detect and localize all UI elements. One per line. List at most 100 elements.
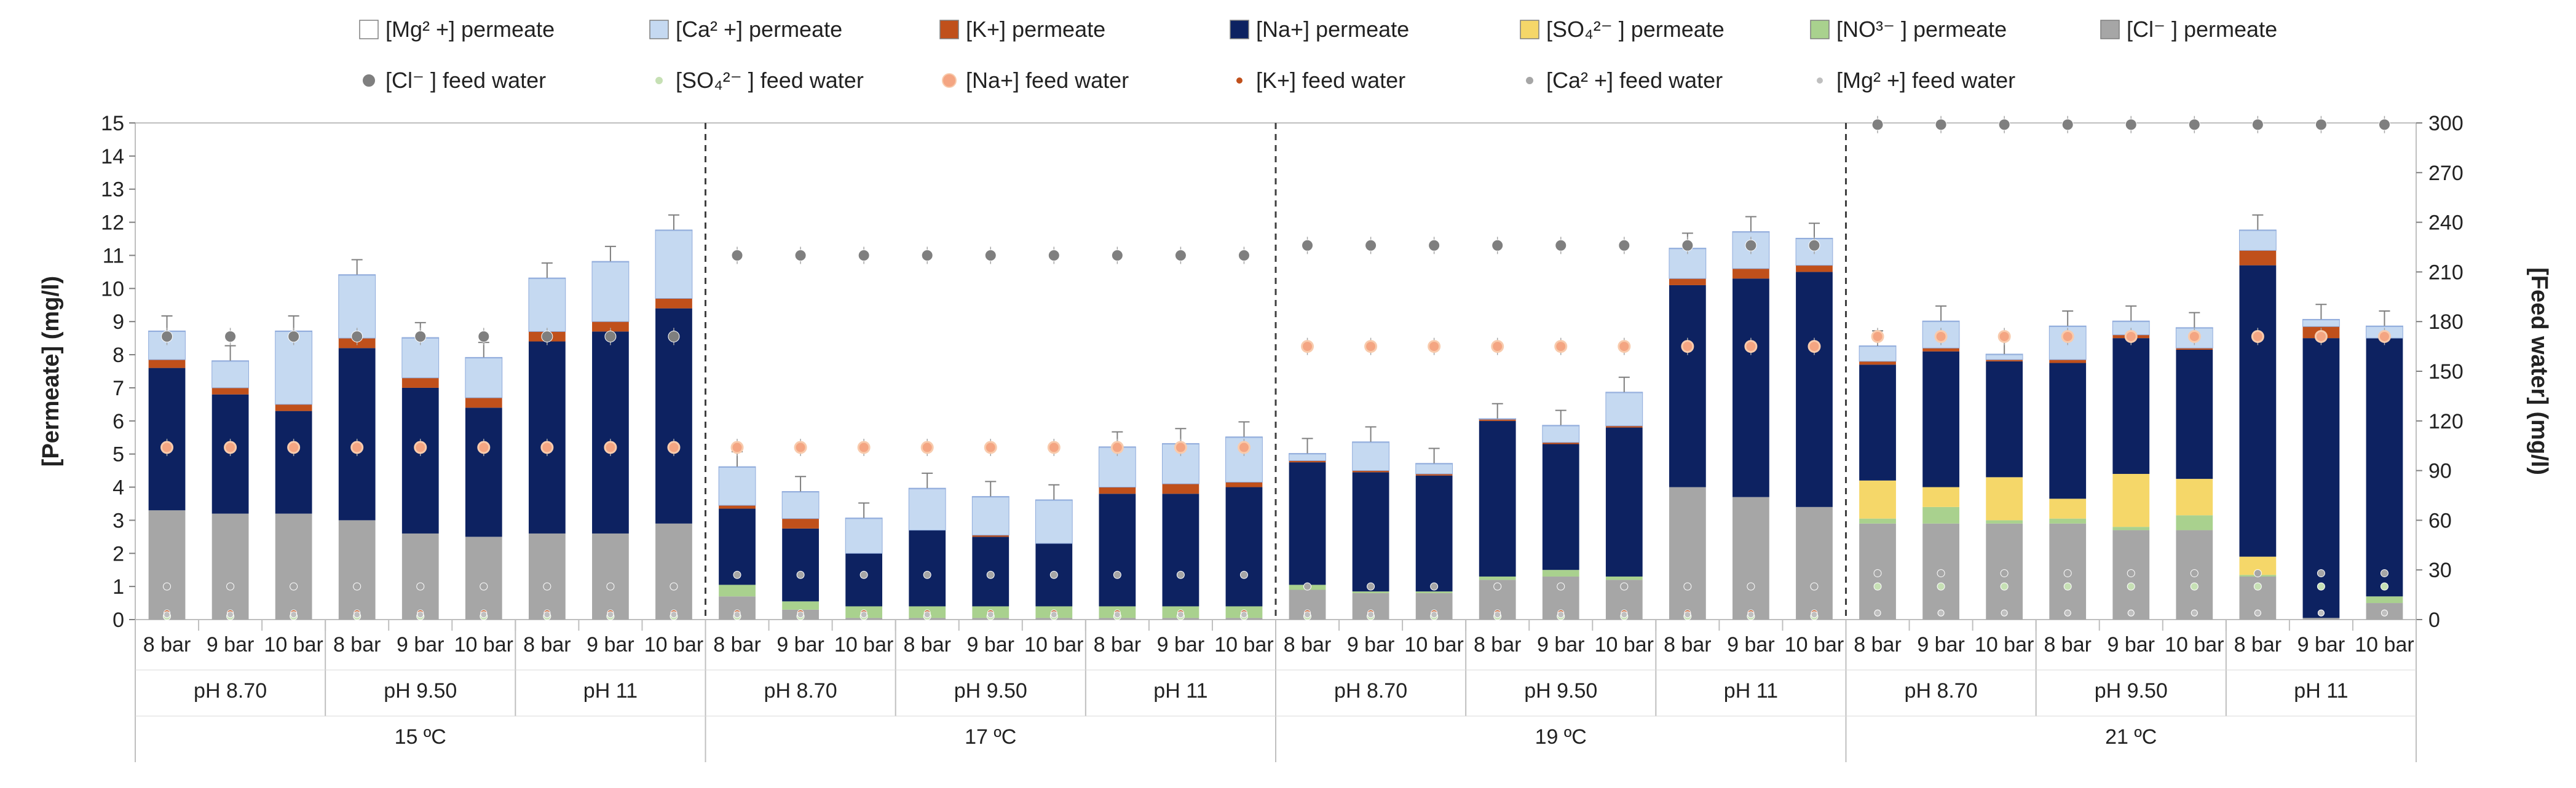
bar-segment-no3 [1479, 576, 1516, 580]
legend-label: [K+] feed water [1256, 68, 1405, 93]
bar-segment-no3 [719, 585, 756, 597]
feed-marker-cl [984, 249, 997, 261]
bar-segment-mg [1985, 353, 2023, 355]
right-tick-label: 240 [2428, 211, 2463, 235]
feed-marker-cl [1745, 239, 1757, 251]
left-tick-label: 13 [101, 178, 124, 202]
right-tick-label: 180 [2428, 310, 2463, 334]
feed-marker-na [1428, 340, 1441, 353]
bar-segment-na [1415, 475, 1453, 592]
bar-segment-k [1225, 482, 1263, 487]
feed-marker-mg [1557, 611, 1565, 618]
bar-segment-na [1225, 487, 1263, 607]
bar-segment-k [972, 535, 1009, 537]
feed-marker-ca [606, 582, 615, 591]
bar-segment-no3 [1922, 506, 1959, 524]
legend-marker [1815, 76, 1824, 85]
feed-marker-mg [1811, 611, 1818, 618]
bar-segment-na [782, 528, 819, 602]
feed-marker-na [287, 441, 301, 454]
bar-segment-k [211, 387, 249, 395]
bar-segment-na [1796, 272, 1833, 507]
pressure-label: 8 bar [903, 633, 951, 656]
bar-segment-ca [1985, 354, 2023, 360]
feed-marker-mg [290, 611, 298, 618]
left-tick-label: 9 [113, 310, 124, 334]
pressure-label: 9 bar [587, 633, 634, 656]
bar-segment-na [1922, 351, 1959, 487]
feed-marker-ca [1557, 582, 1565, 591]
feed-marker-so4 [1937, 582, 1945, 591]
legend-label: [Ca² +] feed water [1546, 68, 1723, 93]
feed-marker-so4 [2000, 582, 2009, 591]
bar-segment-mg [591, 261, 630, 262]
bar-segment-k [1732, 269, 1769, 279]
pressure-label: 9 bar [1157, 633, 1205, 656]
feed-marker-ca [986, 570, 995, 579]
feed-marker-na [1301, 340, 1314, 353]
feed-marker-ca [1303, 582, 1312, 591]
feed-marker-mg [1621, 611, 1628, 618]
bar-segment-k [148, 360, 186, 368]
feed-marker-cl [1871, 119, 1884, 131]
feed-marker-cl [2125, 119, 2137, 131]
legend-label: [Mg² +] permeate [385, 17, 555, 42]
pressure-label: 10 bar [1404, 633, 1463, 656]
feed-marker-ca [1873, 569, 1882, 578]
temperature-label: 17 ºC [965, 725, 1016, 749]
feed-marker-na [1871, 329, 1884, 343]
feed-marker-so4 [2127, 582, 2135, 591]
feed-marker-na [857, 441, 871, 454]
feed-marker-cl [1174, 249, 1187, 261]
feed-marker-cl [1618, 239, 1630, 251]
left-tick-label: 14 [101, 145, 124, 168]
feed-marker-ca [2380, 569, 2388, 578]
bar-segment-k [1859, 361, 1896, 365]
feed-marker-cl [604, 330, 617, 342]
bar-segment-k [1796, 265, 1833, 272]
feed-marker-mg [1431, 611, 1438, 618]
bar-segment-ca [528, 278, 566, 332]
bar-segment-mg [1352, 441, 1389, 443]
pressure-label: 8 bar [2044, 633, 2092, 656]
feed-marker-na [604, 441, 617, 454]
feed-marker-na [1174, 441, 1187, 454]
pressure-label: 9 bar [207, 633, 255, 656]
bar-segment-na [1352, 472, 1389, 592]
legend-swatch [2100, 20, 2120, 39]
bar-segment-cl [338, 520, 376, 620]
pressure-label: 8 bar [1854, 633, 1902, 656]
bar-segment-ca [1289, 454, 1326, 461]
right-tick-label: 60 [2428, 509, 2452, 532]
feed-marker-cl [478, 330, 490, 342]
bar-segment-ca [718, 467, 756, 506]
ph-label: pH 9.50 [1524, 679, 1597, 703]
bar-segment-na [845, 553, 883, 607]
bar-segment-k [1605, 425, 1643, 428]
bar-segment-na [2049, 363, 2087, 499]
feed-marker-cl [541, 330, 553, 342]
pressure-label: 10 bar [644, 633, 703, 656]
right-tick-label: 120 [2428, 410, 2463, 433]
pressure-label: 10 bar [2355, 633, 2414, 656]
bar-segment-ca [211, 361, 249, 388]
feed-marker-na [1491, 340, 1504, 353]
feed-marker-cl [1365, 239, 1377, 251]
legend-label: [Cl⁻ ] feed water [385, 68, 546, 93]
bar-segment-k [2176, 348, 2213, 350]
bar-segment-no3 [1352, 591, 1389, 593]
bar-segment-na [1289, 462, 1326, 585]
feed-marker-na [1744, 340, 1758, 353]
feed-marker-mg [670, 611, 678, 618]
bar-segment-k [782, 518, 819, 529]
pressure-label: 8 bar [143, 633, 191, 656]
ph-label: pH 9.50 [384, 679, 457, 703]
feed-marker-mg [1874, 609, 1881, 617]
feed-marker-ca [1049, 570, 1058, 579]
ph-label: pH 8.70 [194, 679, 267, 703]
left-tick-label: 3 [113, 509, 124, 532]
feed-marker-cl [1238, 249, 1250, 261]
feed-marker-ca [923, 570, 931, 579]
bar-segment-na [338, 348, 376, 521]
bar-segment-so4 [1922, 487, 1959, 507]
